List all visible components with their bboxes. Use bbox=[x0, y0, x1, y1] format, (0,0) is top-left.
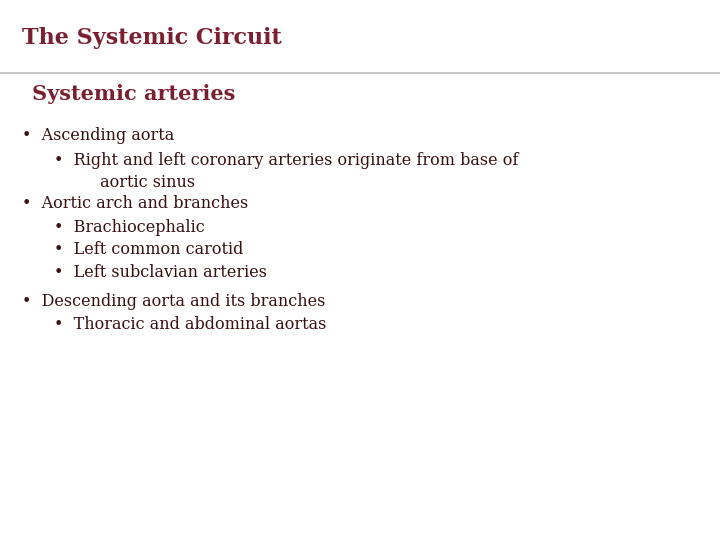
Text: •  Right and left coronary arteries originate from base of
         aortic sinus: • Right and left coronary arteries origi… bbox=[54, 152, 518, 191]
Text: •  Brachiocephalic: • Brachiocephalic bbox=[54, 219, 204, 236]
Text: •  Ascending aorta: • Ascending aorta bbox=[22, 127, 174, 144]
Text: •  Aortic arch and branches: • Aortic arch and branches bbox=[22, 195, 248, 212]
Text: •  Left common carotid: • Left common carotid bbox=[54, 241, 243, 258]
Text: •  Thoracic and abdominal aortas: • Thoracic and abdominal aortas bbox=[54, 316, 326, 333]
Text: Systemic arteries: Systemic arteries bbox=[32, 84, 235, 104]
Text: The Systemic Circuit: The Systemic Circuit bbox=[22, 27, 282, 49]
Text: •  Descending aorta and its branches: • Descending aorta and its branches bbox=[22, 293, 325, 309]
Text: •  Left subclavian arteries: • Left subclavian arteries bbox=[54, 264, 267, 280]
